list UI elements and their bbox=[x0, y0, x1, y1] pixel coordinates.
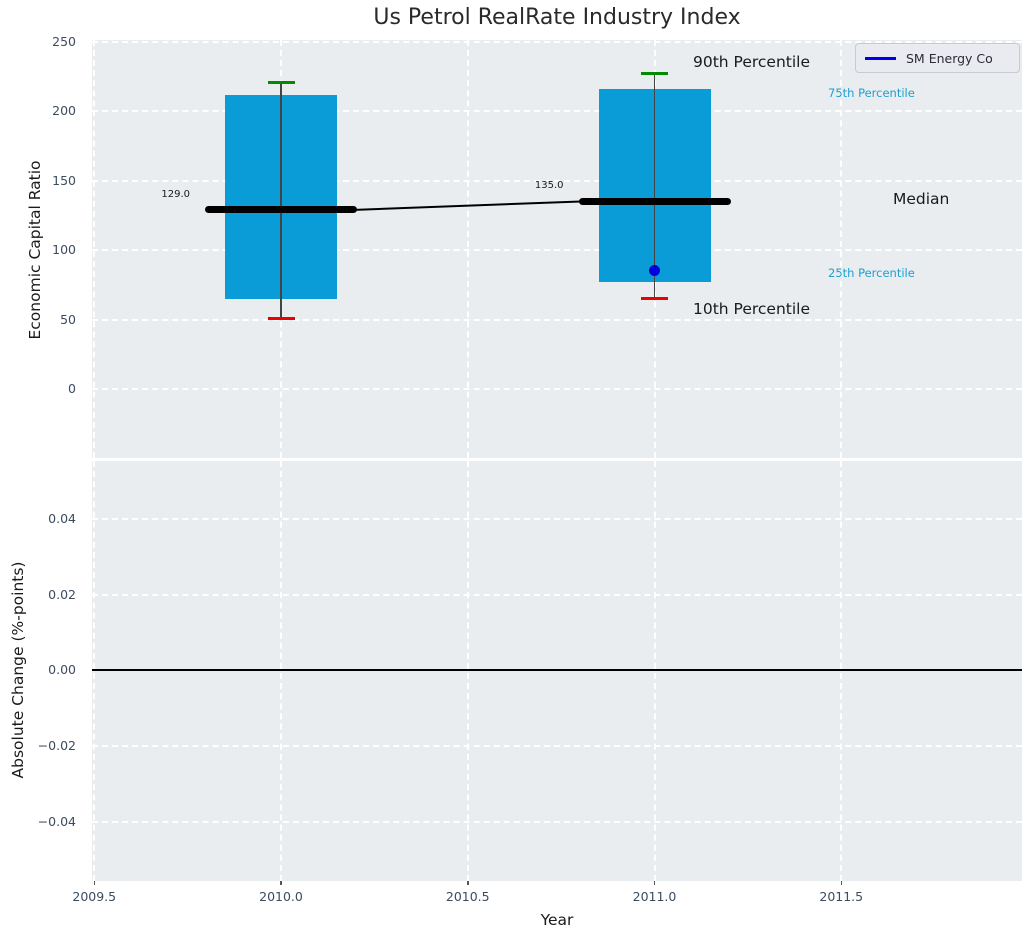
zero-line bbox=[92, 669, 1022, 672]
legend-label: SM Energy Co bbox=[906, 50, 993, 66]
gridline bbox=[92, 745, 1022, 748]
company-dot bbox=[649, 265, 660, 277]
median-line-2011 bbox=[578, 197, 731, 205]
y-tick-label: −0.02 bbox=[37, 738, 76, 754]
annotation-median: Median bbox=[893, 190, 950, 208]
x-axis-label: Year bbox=[540, 911, 574, 929]
annotation-25th-percentile: 25th Percentile bbox=[828, 266, 915, 280]
y-tick-label: 0.04 bbox=[48, 510, 76, 526]
bottom-plot-area bbox=[92, 461, 1022, 881]
chart-title: Us Petrol RealRate Industry Index bbox=[373, 5, 741, 30]
whisker-2011 bbox=[653, 73, 656, 299]
p10-cap-2011 bbox=[641, 297, 668, 301]
x-tick-label: 2009.5 bbox=[72, 889, 117, 904]
x-tick-mark bbox=[280, 881, 282, 885]
median-value-label-2010: 129.0 bbox=[161, 188, 190, 200]
x-tick-mark bbox=[467, 881, 469, 885]
y-tick-label: 0.00 bbox=[48, 662, 76, 678]
median-line-2010 bbox=[205, 206, 357, 214]
y-tick-label: 0 bbox=[68, 381, 76, 396]
median-value-label-2011: 135.0 bbox=[534, 180, 564, 192]
y-tick-label: 100 bbox=[52, 242, 76, 258]
p90-cap-2010 bbox=[267, 80, 295, 84]
y-tick-label: 150 bbox=[52, 172, 76, 188]
gridline bbox=[466, 40, 469, 458]
gridline bbox=[92, 388, 1022, 390]
gridline bbox=[92, 820, 1022, 823]
x-tick-mark bbox=[93, 881, 95, 885]
legend: SM Energy Co bbox=[855, 43, 1020, 73]
gridline bbox=[93, 40, 96, 458]
gridline bbox=[92, 110, 1022, 113]
gridline bbox=[92, 517, 1022, 520]
p10-cap-2010 bbox=[267, 316, 295, 320]
annotation-10th-percentile: 10th Percentile bbox=[693, 300, 811, 318]
y-tick-label: 200 bbox=[52, 103, 76, 119]
x-tick-label: 2010.5 bbox=[445, 889, 490, 904]
gridline bbox=[840, 40, 843, 458]
x-tick-mark bbox=[653, 881, 656, 885]
x-tick-label: 2010.0 bbox=[259, 889, 303, 904]
x-tick-mark bbox=[840, 881, 842, 885]
annotation-75th-percentile: 75th Percentile bbox=[828, 86, 915, 100]
legend-line-swatch bbox=[865, 56, 896, 60]
gridline bbox=[92, 40, 1022, 43]
gridline bbox=[92, 593, 1022, 596]
gridline bbox=[92, 318, 1022, 321]
annotation-90th-percentile: 90th Percentile bbox=[693, 53, 811, 71]
y-tick-label: 0.02 bbox=[48, 586, 76, 602]
x-tick-label: 2011.0 bbox=[632, 889, 677, 904]
whisker-2010 bbox=[280, 82, 282, 319]
y-tick-label: 250 bbox=[52, 33, 76, 49]
y-tick-label: 50 bbox=[60, 311, 76, 327]
gridline bbox=[92, 179, 1022, 182]
gridline bbox=[92, 249, 1022, 252]
y-tick-label: −0.04 bbox=[37, 813, 76, 829]
top-plot-area: 90th Percentile 75th Percentile Median 2… bbox=[92, 40, 1022, 458]
x-tick-label: 2011.5 bbox=[819, 889, 864, 904]
p90-cap-2011 bbox=[641, 72, 668, 76]
